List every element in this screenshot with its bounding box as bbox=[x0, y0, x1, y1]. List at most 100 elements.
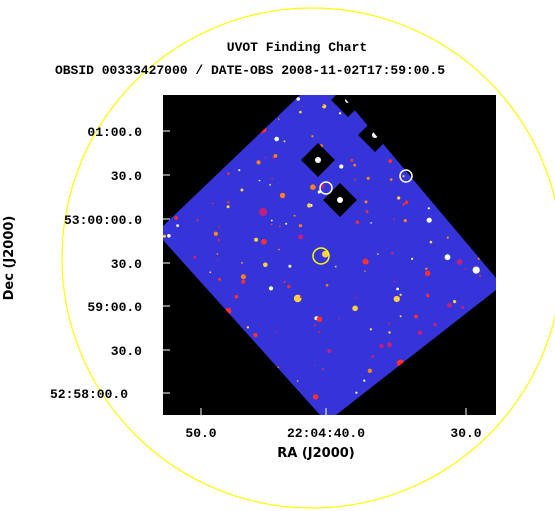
star bbox=[387, 342, 392, 348]
star bbox=[301, 105, 304, 107]
star bbox=[310, 184, 316, 190]
star bbox=[277, 366, 280, 369]
star bbox=[256, 160, 261, 165]
star bbox=[196, 219, 199, 222]
star bbox=[193, 255, 197, 259]
star bbox=[216, 259, 219, 261]
star bbox=[353, 163, 357, 167]
star bbox=[402, 175, 405, 178]
star bbox=[315, 157, 321, 163]
star bbox=[238, 169, 241, 172]
star bbox=[271, 177, 274, 180]
star bbox=[365, 210, 369, 214]
star bbox=[227, 172, 230, 175]
star bbox=[316, 316, 323, 323]
star bbox=[287, 285, 291, 289]
star bbox=[424, 270, 431, 276]
star bbox=[226, 205, 230, 209]
star bbox=[279, 225, 281, 228]
star bbox=[240, 188, 244, 192]
source-marker bbox=[319, 181, 333, 195]
star bbox=[278, 118, 280, 120]
y-tick-label: 59:00.0 bbox=[87, 300, 142, 315]
star bbox=[209, 271, 212, 274]
star bbox=[355, 391, 358, 394]
star bbox=[174, 216, 178, 220]
star bbox=[392, 218, 395, 221]
star bbox=[269, 183, 271, 186]
star bbox=[167, 234, 171, 238]
star bbox=[433, 322, 437, 327]
star bbox=[426, 293, 430, 298]
star bbox=[364, 200, 368, 204]
star bbox=[227, 201, 230, 204]
star bbox=[176, 224, 180, 228]
star bbox=[337, 197, 343, 203]
star bbox=[388, 159, 393, 164]
star bbox=[399, 315, 402, 318]
y-tick-label: 52:58:00.0 bbox=[50, 387, 128, 402]
star bbox=[283, 140, 286, 143]
star bbox=[211, 202, 214, 205]
star bbox=[278, 248, 280, 251]
star bbox=[411, 257, 414, 260]
star bbox=[370, 222, 372, 224]
title: UVOT Finding Chart bbox=[227, 40, 367, 55]
star bbox=[414, 314, 418, 319]
star bbox=[322, 250, 329, 258]
star bbox=[312, 394, 319, 400]
star bbox=[264, 156, 267, 159]
star bbox=[403, 219, 407, 223]
star bbox=[270, 219, 273, 222]
star bbox=[163, 234, 166, 238]
star bbox=[217, 238, 221, 242]
star bbox=[444, 254, 451, 261]
star bbox=[425, 267, 428, 270]
x-tick-label: 50.0 bbox=[185, 426, 216, 441]
star bbox=[456, 259, 463, 265]
star bbox=[273, 154, 278, 158]
star bbox=[258, 179, 261, 182]
star bbox=[447, 302, 452, 308]
frame-ticks bbox=[163, 130, 467, 415]
star bbox=[417, 330, 423, 335]
star bbox=[285, 222, 288, 225]
star bbox=[397, 196, 401, 200]
star bbox=[296, 380, 299, 382]
star bbox=[311, 135, 314, 138]
star bbox=[338, 317, 340, 320]
star bbox=[388, 331, 391, 334]
star bbox=[213, 231, 219, 236]
star bbox=[369, 328, 373, 331]
star bbox=[446, 236, 449, 239]
star bbox=[322, 368, 324, 370]
star bbox=[293, 214, 296, 217]
star bbox=[299, 110, 302, 114]
star bbox=[371, 354, 375, 358]
star bbox=[479, 274, 481, 277]
y-tick-label: 01:00.0 bbox=[87, 125, 142, 140]
star bbox=[298, 234, 304, 240]
star bbox=[338, 112, 342, 115]
star bbox=[288, 264, 292, 268]
y-tick-label: 53:00:00.0 bbox=[64, 213, 142, 228]
star bbox=[366, 176, 370, 180]
star bbox=[274, 136, 280, 142]
y-axis-label: Dec (J2000) bbox=[2, 216, 17, 301]
star bbox=[339, 164, 344, 169]
star bbox=[241, 279, 246, 284]
star bbox=[218, 225, 221, 228]
star bbox=[259, 207, 268, 216]
star bbox=[318, 331, 321, 334]
star bbox=[388, 322, 391, 325]
star bbox=[464, 267, 467, 270]
star bbox=[377, 253, 379, 255]
star bbox=[367, 368, 373, 373]
star bbox=[307, 203, 312, 208]
star bbox=[261, 239, 267, 245]
star bbox=[325, 283, 329, 287]
star bbox=[391, 251, 394, 255]
y-tick-label: 30.0 bbox=[111, 169, 142, 184]
star bbox=[352, 305, 358, 312]
